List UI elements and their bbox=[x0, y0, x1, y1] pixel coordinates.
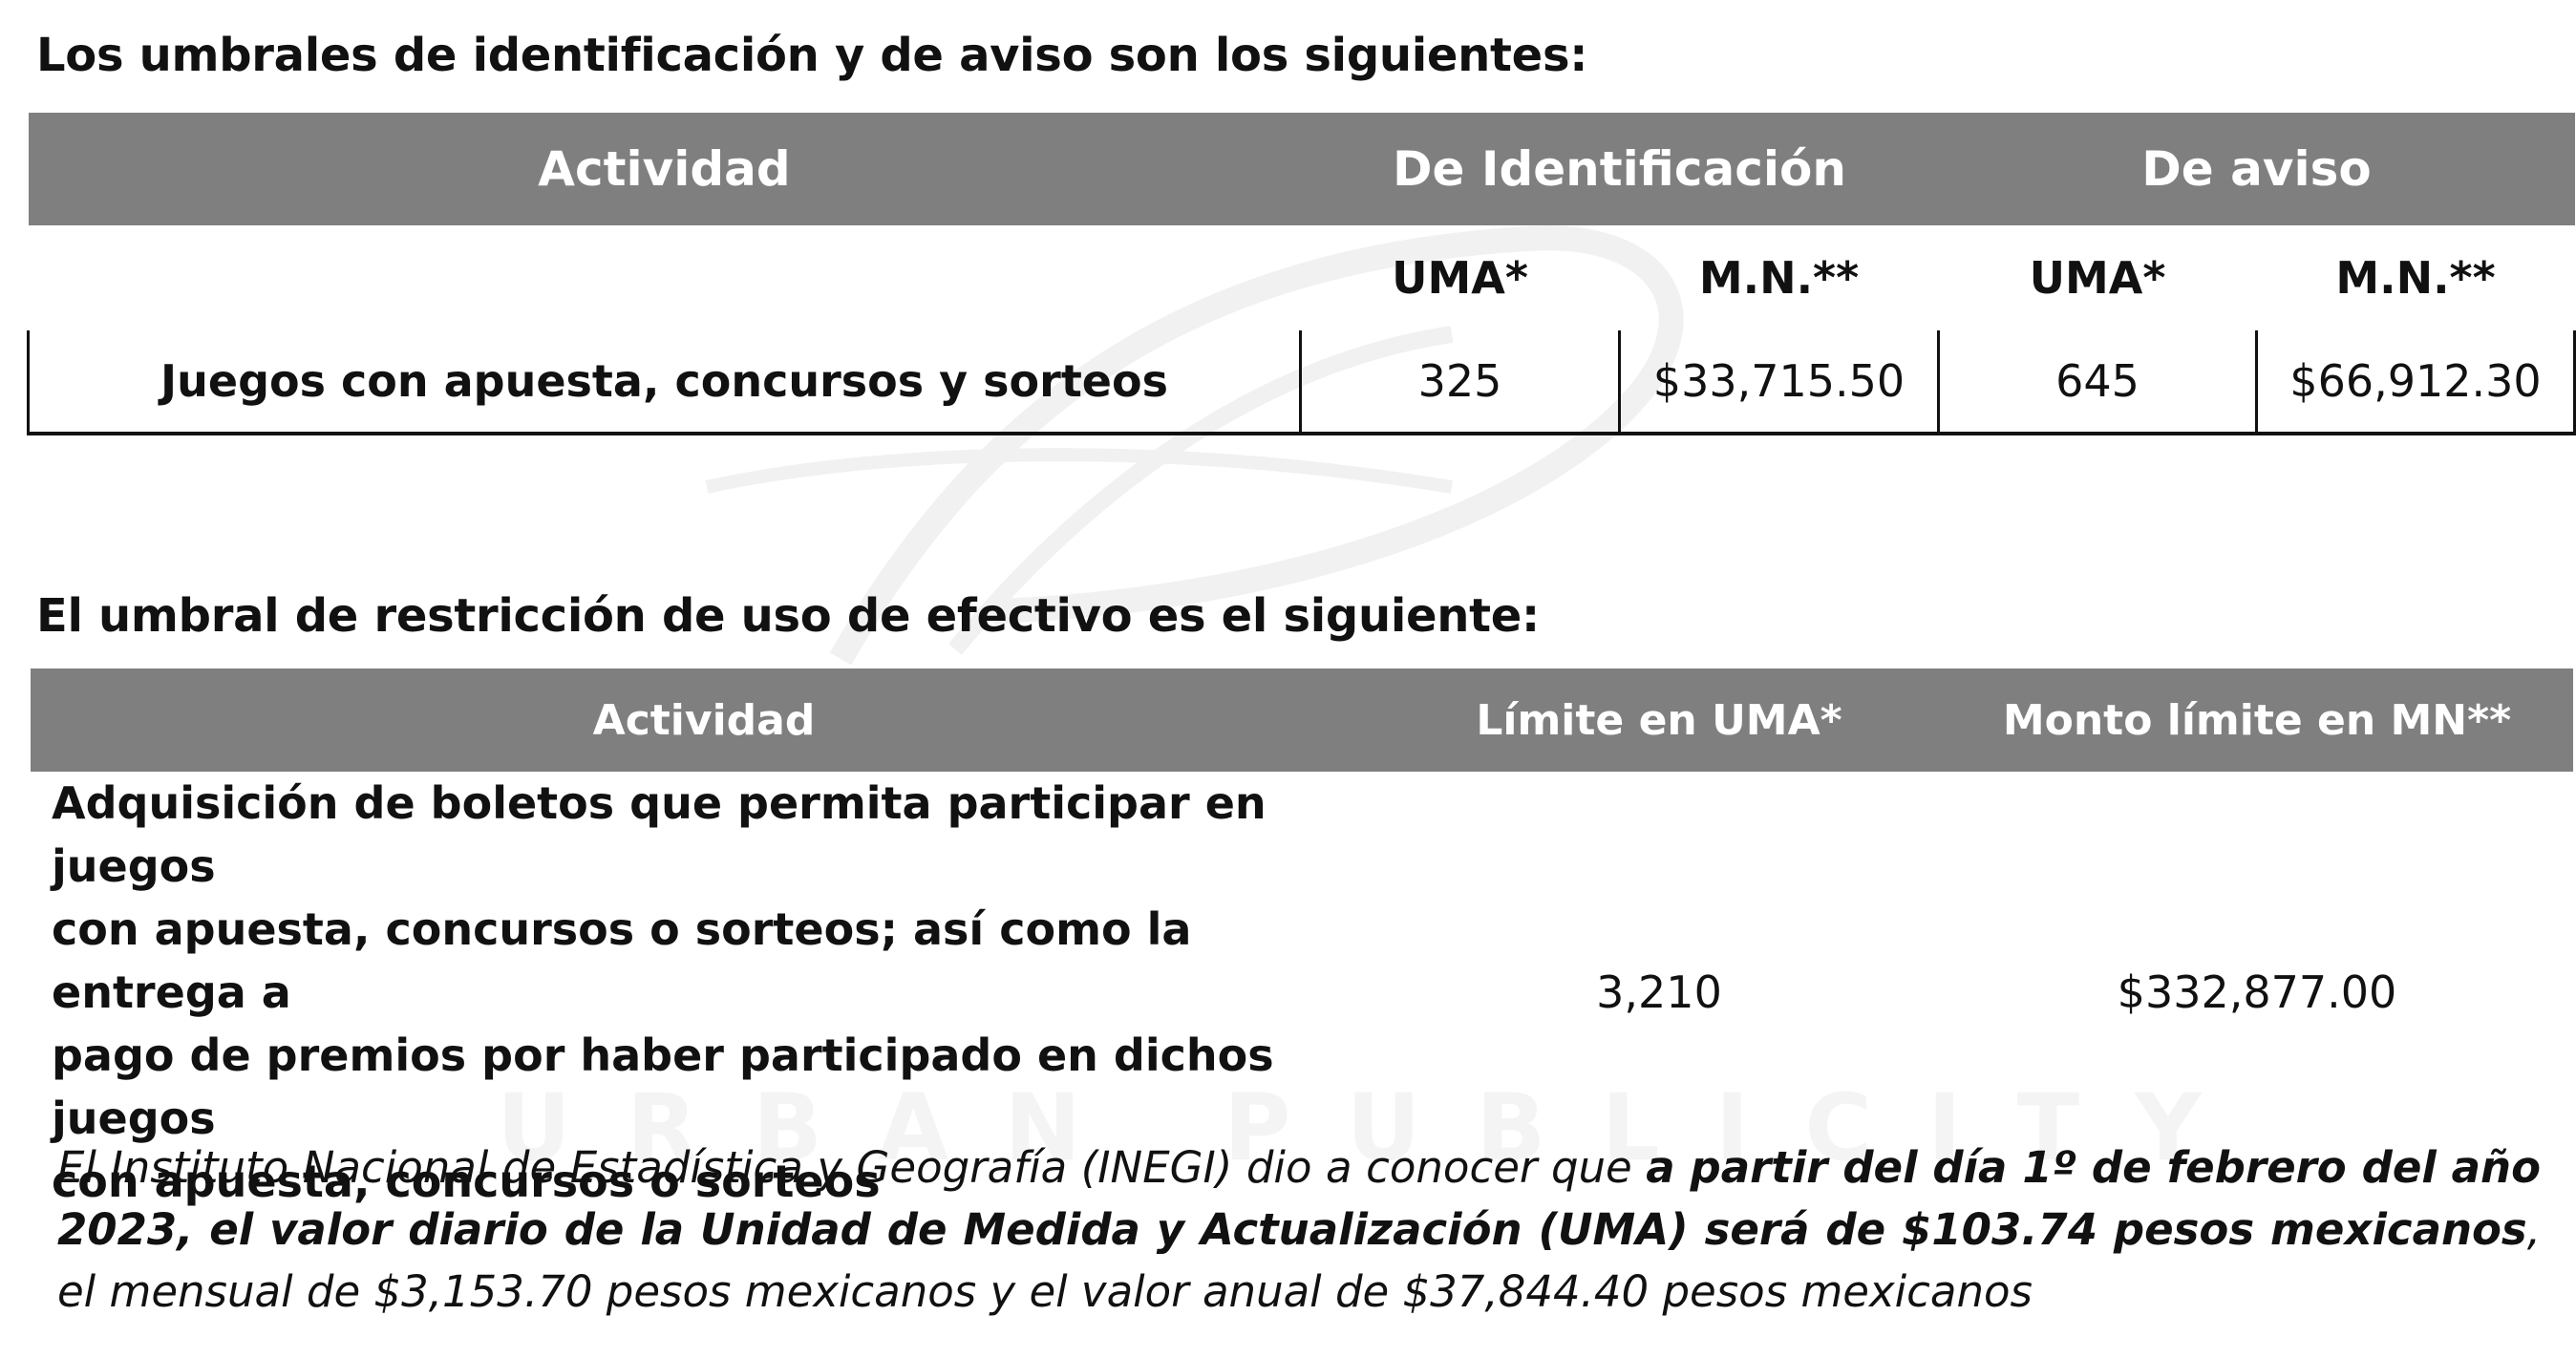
table-row: Adquisición de boletos que permita parti… bbox=[31, 772, 2573, 1213]
section1-title: Los umbrales de identificación y de avis… bbox=[36, 29, 1588, 82]
header-activity: Actividad bbox=[28, 113, 1301, 225]
thresholds-table: Actividad De Identificación De aviso UMA… bbox=[27, 113, 2576, 435]
header-notice: De aviso bbox=[1938, 113, 2575, 225]
row-uma-notice: 645 bbox=[1938, 330, 2258, 435]
subheader-empty bbox=[29, 225, 1301, 330]
description-line: pago de premios por haber participado en… bbox=[52, 1029, 1274, 1144]
header-activity: Actividad bbox=[31, 668, 1377, 772]
header-limit-mn: Monto límite en MN** bbox=[1941, 668, 2573, 772]
note-text-part1: El Instituto Nacional de Estadística y G… bbox=[57, 1142, 1647, 1193]
thresholds-subheader-row: UMA* M.N.** UMA* M.N.** bbox=[29, 225, 2575, 330]
row-mn-notice: $66,912.30 bbox=[2256, 330, 2576, 435]
header-limit-uma: Límite en UMA* bbox=[1377, 668, 1941, 772]
section2-title: El umbral de restricción de uso de efect… bbox=[36, 589, 1540, 643]
row-limit-mn: $332,877.00 bbox=[2117, 966, 2397, 1018]
row-limit-uma: 3,210 bbox=[1596, 966, 1722, 1018]
watermark-text: URBAN PUBLICITY bbox=[497, 1074, 2257, 1181]
cash-restriction-table: Actividad Límite en UMA* Monto límite en… bbox=[31, 668, 2573, 1213]
subheader-uma-notice: UMA* bbox=[2029, 252, 2166, 304]
thresholds-header-row: Actividad De Identificación De aviso bbox=[28, 113, 2575, 225]
subheader-mn-notice: M.N.** bbox=[2335, 252, 2496, 304]
note-text-part3: , el mensual de $3,153.70 pesos mexicano… bbox=[57, 1204, 2541, 1317]
description-line: Adquisición de boletos que permita parti… bbox=[52, 777, 1267, 892]
subheader-mn-identification: M.N.** bbox=[1698, 252, 1860, 304]
row-activity-description: Adquisición de boletos que permita parti… bbox=[31, 772, 1377, 1213]
header-identification: De Identificación bbox=[1300, 113, 1939, 225]
note-text-highlight: a partir del día 1º de febrero del año 2… bbox=[57, 1142, 2541, 1255]
row-activity: Juegos con apuesta, concursos y sorteos bbox=[27, 330, 1302, 435]
description-line: con apuesta, concursos o sorteos; así co… bbox=[52, 903, 1192, 1018]
uma-note: El Instituto Nacional de Estadística y G… bbox=[57, 1136, 2541, 1323]
row-uma-identification: 325 bbox=[1300, 330, 1621, 435]
table-row: Juegos con apuesta, concursos y sorteos … bbox=[27, 330, 2576, 435]
subheader-uma-identification: UMA* bbox=[1392, 252, 1528, 304]
cash-restriction-header-row: Actividad Límite en UMA* Monto límite en… bbox=[31, 668, 2573, 772]
description-line: con apuesta, concursos o sorteos bbox=[52, 1156, 881, 1207]
row-mn-identification: $33,715.50 bbox=[1619, 330, 1940, 435]
